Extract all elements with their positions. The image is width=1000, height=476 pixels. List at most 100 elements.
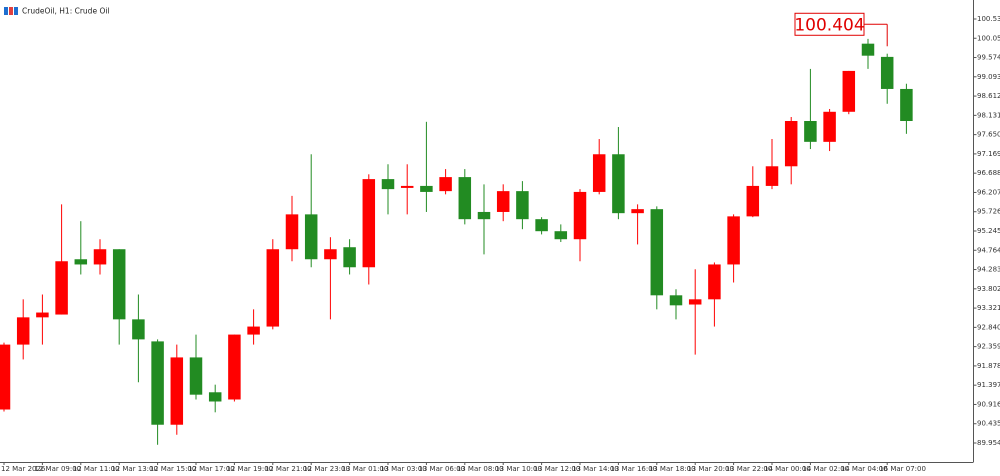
x-tick-label: 12 Mar 15:00: [150, 465, 197, 473]
candle-body: [247, 326, 260, 335]
y-tick-label: 89.954: [977, 439, 1000, 447]
candle-body: [612, 154, 625, 214]
candle-body: [784, 121, 798, 167]
y-tick-label: 99.093: [977, 73, 1000, 81]
candle-body: [36, 312, 49, 318]
candle-body: [228, 334, 241, 400]
x-tick-label: 12 Mar 17:00: [188, 465, 235, 473]
y-tick-label: 93.802: [977, 285, 1000, 293]
candle-body: [669, 295, 683, 306]
y-tick-label: 92.840: [977, 323, 1000, 331]
candle-body: [900, 88, 913, 122]
chart-title: CrudeOil, H1: Crude Oil: [22, 7, 110, 16]
x-tick-label: 12 Mar 23:00: [303, 465, 350, 473]
candle-body: [823, 111, 836, 142]
x-tick-label: 13 Mar 03:00: [380, 465, 427, 473]
x-tick-label: 13 Mar 12:00: [534, 465, 581, 473]
y-tick-label: 91.397: [977, 381, 1000, 389]
candle-body: [554, 231, 568, 240]
candle-body: [458, 177, 472, 220]
x-tick-label: 12 Mar 09:00: [34, 465, 81, 473]
candle-body: [93, 249, 107, 265]
candle-body: [861, 43, 875, 56]
x-tick-label: 14 Mar 04:00: [841, 465, 888, 473]
y-tick-label: 98.612: [977, 92, 1000, 100]
candle-body: [170, 357, 184, 425]
y-tick-label: 91.878: [977, 362, 1000, 370]
candle-body: [324, 249, 337, 260]
candle-body: [708, 264, 721, 300]
y-tick-label: 94.764: [977, 246, 1000, 254]
candle-body: [208, 392, 222, 402]
candle-body: [727, 216, 740, 265]
candle-body: [112, 249, 126, 320]
candle-body: [650, 209, 664, 296]
symbol-icon: [4, 7, 18, 15]
x-tick-label: 13 Mar 06:00: [418, 465, 465, 473]
x-tick-label: 14 Mar 02:00: [802, 465, 849, 473]
x-tick-label: 12 Mar 2026: [1, 465, 46, 473]
x-tick-label: 13 Mar 20:00: [687, 465, 734, 473]
candle-body: [381, 179, 395, 190]
x-tick-label: 13 Mar 08:00: [457, 465, 504, 473]
price-label-box: [794, 12, 865, 36]
candle-body: [592, 154, 606, 192]
x-tick-label: 13 Mar 22:00: [726, 465, 773, 473]
x-tick-label: 12 Mar 19:00: [226, 465, 273, 473]
y-tick-label: 90.435: [977, 420, 1000, 428]
price-label: 100.404: [794, 15, 864, 35]
candle-body: [362, 179, 376, 268]
y-tick-label: 97.650: [977, 131, 1000, 139]
x-tick-label: 12 Mar 21:00: [265, 465, 312, 473]
candle-body: [74, 259, 88, 265]
candle-body: [765, 166, 779, 186]
y-tick-label: 99.574: [977, 54, 1000, 62]
candle-body: [688, 299, 702, 305]
candle-body: [189, 357, 203, 395]
x-tick-label: 13 Mar 10:00: [495, 465, 542, 473]
y-tick-label: 96.207: [977, 188, 1000, 196]
candle-body: [0, 344, 11, 410]
candle-body: [477, 211, 491, 220]
y-tick-label: 95.245: [977, 227, 1000, 235]
y-tick-label: 94.283: [977, 266, 1000, 274]
candle-body: [151, 341, 164, 425]
candle-body: [516, 191, 529, 220]
candle-body: [535, 219, 548, 232]
x-tick-label: 13 Mar 18:00: [649, 465, 696, 473]
candle-body: [55, 261, 68, 315]
candle-body: [285, 214, 299, 250]
candle-body: [496, 191, 510, 212]
x-tick-label: 16 Mar 07:00: [879, 465, 926, 473]
y-tick-label: 93.321: [977, 304, 1000, 312]
candle-body: [304, 214, 318, 260]
candle-body: [439, 177, 452, 192]
candle-body: [880, 56, 894, 89]
y-tick-label: 96.688: [977, 169, 1000, 177]
candle-body: [400, 185, 414, 188]
candle-body: [631, 209, 644, 214]
y-tick-label: 98.131: [977, 111, 1000, 119]
candle-body: [132, 319, 145, 340]
candle-body: [804, 121, 817, 142]
y-tick-label: 92.359: [977, 343, 1000, 351]
y-tick-label: 90.916: [977, 400, 1000, 408]
x-tick-label: 12 Mar 11:00: [73, 465, 120, 473]
candle-body: [343, 247, 356, 268]
x-tick-label: 13 Mar 16:00: [610, 465, 657, 473]
x-tick-label: 14 Mar 00:00: [764, 465, 811, 473]
y-tick-label: 100.536: [977, 15, 1000, 23]
y-tick-label: 97.169: [977, 150, 1000, 158]
x-tick-label: 13 Mar 14:00: [572, 465, 619, 473]
x-tick-label: 13 Mar 01:00: [342, 465, 389, 473]
y-tick-label: 100.055: [977, 34, 1000, 42]
x-tick-label: 12 Mar 13:00: [111, 465, 158, 473]
candle-body: [842, 70, 856, 112]
candle-body: [746, 185, 760, 217]
y-tick-label: 95.726: [977, 208, 1000, 216]
candle-body: [420, 185, 433, 192]
candle-body: [16, 317, 30, 345]
candle-body: [266, 249, 280, 327]
